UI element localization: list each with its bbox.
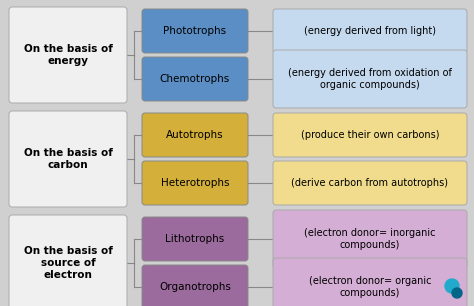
FancyBboxPatch shape — [9, 7, 127, 103]
FancyBboxPatch shape — [142, 161, 248, 205]
Text: (electron donor= inorganic
compounds): (electron donor= inorganic compounds) — [304, 228, 436, 250]
Text: Autotrophs: Autotrophs — [166, 130, 224, 140]
FancyBboxPatch shape — [142, 9, 248, 53]
Text: (electron donor= organic
compounds): (electron donor= organic compounds) — [309, 276, 431, 298]
Text: (energy derived from oxidation of
organic compounds): (energy derived from oxidation of organi… — [288, 68, 452, 90]
Text: Lithotrophs: Lithotrophs — [165, 234, 225, 244]
Circle shape — [445, 279, 459, 293]
Text: Heterotrophs: Heterotrophs — [161, 178, 229, 188]
FancyBboxPatch shape — [9, 215, 127, 306]
Text: (produce their own carbons): (produce their own carbons) — [301, 130, 439, 140]
FancyBboxPatch shape — [142, 217, 248, 261]
Text: Phototrophs: Phototrophs — [164, 26, 227, 36]
FancyBboxPatch shape — [142, 113, 248, 157]
Text: (energy derived from light): (energy derived from light) — [304, 26, 436, 36]
Text: On the basis of
carbon: On the basis of carbon — [24, 148, 112, 170]
FancyBboxPatch shape — [273, 258, 467, 306]
FancyBboxPatch shape — [9, 111, 127, 207]
Text: On the basis of
energy: On the basis of energy — [24, 44, 112, 66]
FancyBboxPatch shape — [273, 113, 467, 157]
Text: (derive carbon from autotrophs): (derive carbon from autotrophs) — [292, 178, 448, 188]
Text: On the basis of
source of
electron: On the basis of source of electron — [24, 246, 112, 280]
Circle shape — [452, 288, 462, 298]
FancyBboxPatch shape — [273, 9, 467, 53]
Text: Chemotrophs: Chemotrophs — [160, 74, 230, 84]
FancyBboxPatch shape — [273, 161, 467, 205]
FancyBboxPatch shape — [142, 57, 248, 101]
Text: Organotrophs: Organotrophs — [159, 282, 231, 292]
FancyBboxPatch shape — [273, 210, 467, 268]
FancyBboxPatch shape — [273, 50, 467, 108]
FancyBboxPatch shape — [142, 265, 248, 306]
